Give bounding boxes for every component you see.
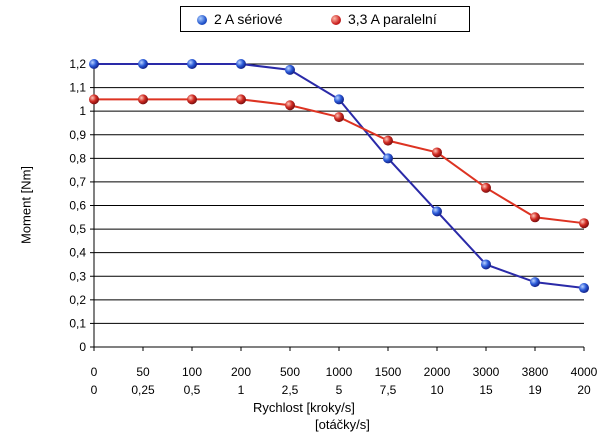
legend: 2 A sériové 3,3 A paralelní [180,6,470,32]
x-tick-label: 2000 [424,365,451,379]
x-tick-label-secondary: 10 [430,383,444,397]
x-tick-label-secondary: 15 [479,383,493,397]
y-tick-label: 0,9 [69,128,86,142]
data-point-series-1 [432,206,442,217]
data-point-series-1 [138,59,148,69]
data-point-series-1 [579,283,589,294]
x-tick-label: 500 [280,365,300,379]
data-point-series-2 [579,218,589,229]
data-point-series-1 [383,153,393,164]
data-point-series-1 [334,94,344,105]
data-point-series-1 [187,59,197,69]
data-point-series-2 [383,135,393,146]
y-tick-label: 0,1 [69,316,86,330]
x-tick-label-secondary: 0 [91,383,98,397]
data-point-series-2 [334,112,344,123]
x-tick-label: 50 [136,365,150,379]
legend-item-series-1: 2 A sériové [197,11,283,27]
data-point-series-2 [481,182,491,193]
legend-marker-series-2 [331,15,341,25]
x-tick-label-secondary: 2,5 [282,383,299,397]
x-tick-label: 100 [182,365,202,379]
data-point-series-1 [236,59,246,69]
data-point-series-2 [236,94,246,105]
legend-label-series-2: 3,3 A paralelní [348,11,437,27]
data-point-series-2 [187,94,197,105]
x-tick-label: 3000 [473,365,500,379]
x-tick-label: 3800 [522,365,549,379]
legend-item-series-2: 3,3 A paralelní [331,11,437,27]
x-tick-label-secondary: 20 [577,383,591,397]
data-point-series-1 [285,64,295,75]
y-tick-label: 0,5 [69,222,86,236]
data-point-series-2 [432,147,442,158]
y-tick-label: 0,6 [69,199,86,213]
x-tick-label-secondary: 0,25 [131,383,155,397]
x-tick-label-secondary: 7,5 [380,383,397,397]
x-tick-label-secondary: 0,5 [184,383,201,397]
y-tick-label: 0,8 [69,151,86,165]
legend-label-series-1: 2 A sériové [214,11,283,27]
data-point-series-1 [89,59,99,69]
y-tick-label: 1 [79,104,86,118]
y-tick-label: 0,4 [69,246,86,260]
legend-marker-series-1 [197,15,207,25]
x-tick-label: 0 [91,365,98,379]
data-point-series-1 [530,277,540,288]
x-tick-label-secondary: 1 [238,383,245,397]
x-tick-label-secondary: 19 [528,383,542,397]
y-tick-label: 1,1 [69,81,86,95]
data-point-series-2 [530,212,540,223]
y-tick-label: 0 [79,340,86,354]
y-tick-label: 1,2 [69,57,86,71]
x-tick-label-secondary: 5 [336,383,343,397]
x-axis-label-secondary: [otáčky/s] [315,417,370,432]
x-axis-label: Rychlost [kroky/s] [253,400,355,415]
data-point-series-2 [89,94,99,105]
y-tick-label: 0,7 [69,175,86,189]
data-point-series-2 [138,94,148,105]
y-axis-label: Moment [Nm] [18,165,34,245]
data-point-series-2 [285,100,295,111]
y-tick-label: 0,3 [69,269,86,283]
x-tick-label: 1500 [375,365,402,379]
x-tick-label: 4000 [571,365,598,379]
data-point-series-1 [481,259,491,270]
x-tick-label: 200 [231,365,251,379]
y-tick-label: 0,2 [69,293,86,307]
x-tick-label: 1000 [326,365,353,379]
